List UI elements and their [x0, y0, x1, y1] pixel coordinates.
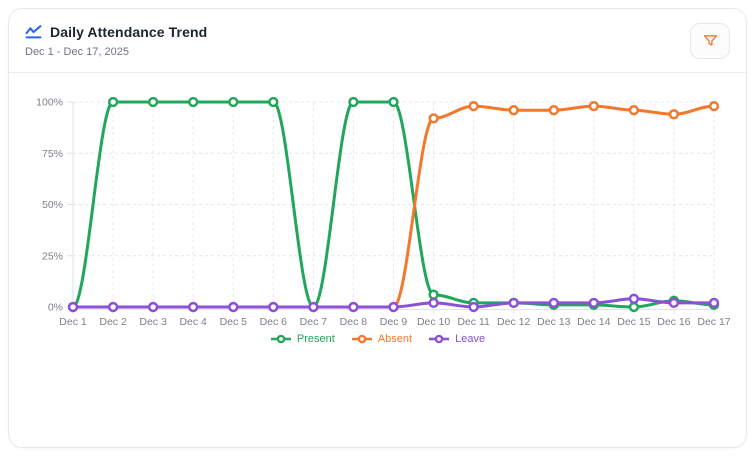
x-axis: Dec 1 Dec 2 Dec 3 Dec 4 Dec 5 Dec 6 Dec 7 Dec 8…	[59, 309, 731, 328]
y-axis: 0% 25% 50% 75% 100%	[36, 97, 74, 314]
chart-legend: Present Absent Leave	[9, 333, 746, 345]
svg-text:100%: 100%	[36, 97, 63, 109]
svg-text:Dec 9: Dec 9	[380, 316, 408, 328]
svg-text:Dec 4: Dec 4	[179, 316, 207, 328]
attendance-chart: 0% 25% 50% 75% 100% Dec 1 Dec 2 Dec 3 Dec 4 Dec 5…	[9, 83, 748, 329]
card-header: Daily Attendance Trend Dec 1 - Dec 17, 2…	[9, 9, 746, 73]
funnel-icon	[702, 32, 719, 49]
svg-text:Dec 5: Dec 5	[220, 316, 248, 328]
svg-text:Dec 17: Dec 17	[697, 316, 730, 328]
svg-text:Dec 7: Dec 7	[300, 316, 328, 328]
absent-legend-label: Absent	[377, 333, 413, 345]
svg-text:Dec 1: Dec 1	[59, 316, 87, 328]
svg-text:Dec 6: Dec 6	[260, 316, 288, 328]
attendance-trend-card: Daily Attendance Trend Dec 1 - Dec 17, 2…	[8, 8, 747, 448]
horizontal-gridlines	[73, 101, 714, 257]
svg-text:Dec 16: Dec 16	[657, 316, 690, 328]
svg-text:25%: 25%	[42, 250, 63, 262]
svg-text:0%: 0%	[48, 302, 63, 314]
series-leave	[67, 293, 720, 313]
header-text: Daily Attendance Trend Dec 1 - Dec 17, 2…	[25, 23, 207, 59]
svg-text:Dec 14: Dec 14	[577, 316, 610, 328]
svg-text:75%: 75%	[42, 148, 63, 160]
svg-text:Dec 11: Dec 11	[457, 316, 490, 328]
series-leave-markers[interactable]	[67, 293, 720, 313]
title-row: Daily Attendance Trend	[25, 23, 207, 40]
filter-button[interactable]	[690, 22, 730, 59]
chart-line-icon	[25, 23, 42, 40]
legend-item-absent[interactable]: Absent	[351, 333, 412, 345]
present-legend-marker	[270, 333, 292, 345]
svg-text:Dec 15: Dec 15	[617, 316, 650, 328]
absent-legend-marker	[351, 333, 373, 345]
leave-legend-marker	[428, 333, 450, 345]
svg-text:Dec 10: Dec 10	[417, 316, 450, 328]
svg-text:Dec 13: Dec 13	[537, 316, 570, 328]
date-range-subtitle: Dec 1 - Dec 17, 2025	[25, 46, 129, 58]
svg-text:Dec 12: Dec 12	[497, 316, 530, 328]
svg-text:50%: 50%	[42, 199, 63, 211]
svg-text:Dec 2: Dec 2	[99, 316, 127, 328]
svg-text:Dec 3: Dec 3	[139, 316, 167, 328]
leave-legend-label: Leave	[455, 333, 486, 345]
svg-text:Dec 8: Dec 8	[340, 316, 368, 328]
present-legend-label: Present	[296, 333, 335, 345]
legend-item-leave[interactable]: Leave	[428, 333, 485, 345]
legend-item-present[interactable]: Present	[270, 333, 335, 345]
card-body: 0% 25% 50% 75% 100% Dec 1 Dec 2 Dec 3 Dec 4 Dec 5…	[9, 73, 748, 346]
card-title: Daily Attendance Trend	[50, 23, 208, 40]
